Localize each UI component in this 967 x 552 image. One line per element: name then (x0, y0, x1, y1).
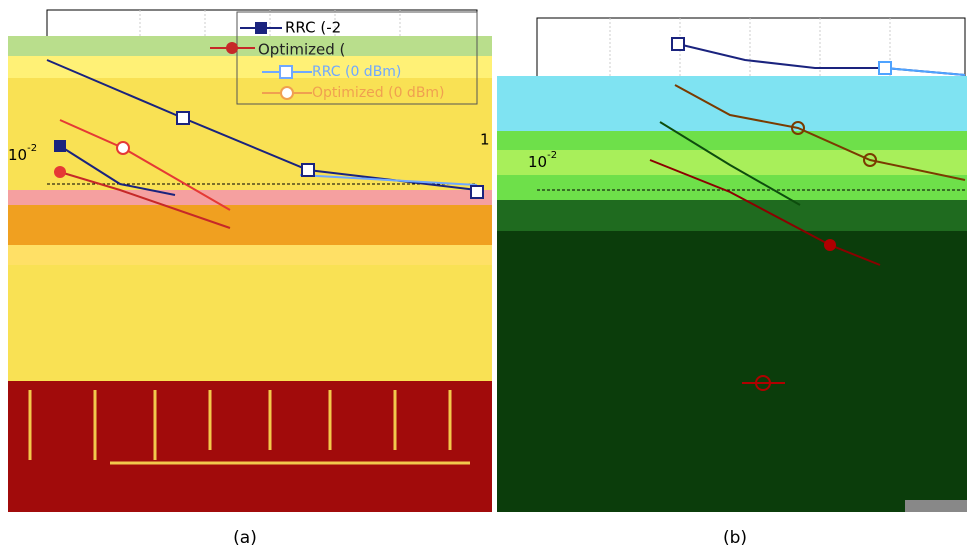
tick-base: 10 (8, 146, 27, 164)
marker (824, 239, 836, 251)
corrupt-band (8, 36, 492, 56)
page: RRC (-2 Optimized ( RRC (0 dBm) Optimize… (0, 0, 967, 552)
legend-marker (281, 87, 293, 99)
tick-base: 10 (528, 153, 547, 171)
corrupt-band (497, 200, 967, 231)
marker (302, 164, 314, 176)
marker (177, 112, 189, 124)
legend-marker (280, 66, 292, 78)
tick-exponent: -2 (547, 150, 557, 161)
caption: (b) (723, 528, 747, 548)
axis-label: 1 (480, 131, 490, 149)
corrupt-region (8, 381, 492, 512)
corrupt-band (8, 205, 492, 245)
tick-exponent: -2 (27, 143, 37, 154)
panel-b: 10-2 (497, 18, 967, 512)
legend-label: Optimized ( (258, 41, 345, 59)
corrupt-band (8, 245, 492, 265)
caption: (a) (233, 528, 257, 548)
panel-a: RRC (-2 Optimized ( RRC (0 dBm) Optimize… (8, 0, 492, 512)
marker (672, 38, 684, 50)
marker (54, 140, 66, 152)
corrupt-band (497, 150, 967, 175)
marker (471, 186, 483, 198)
marker (54, 166, 66, 178)
plot-background (497, 18, 967, 76)
marker (879, 62, 891, 74)
legend-label: Optimized (0 dBm) (312, 85, 445, 101)
corrupt-region (497, 231, 967, 512)
legend-label: RRC (0 dBm) (312, 64, 401, 80)
figure: RRC (-2 Optimized ( RRC (0 dBm) Optimize… (0, 0, 967, 552)
legend-marker (226, 42, 238, 54)
plot-background (8, 0, 492, 36)
legend-marker (255, 22, 267, 34)
corrupt-band (497, 76, 967, 131)
legend-label: RRC (-2 (285, 19, 341, 37)
marker (117, 142, 129, 154)
corrupt-patch (905, 500, 967, 512)
